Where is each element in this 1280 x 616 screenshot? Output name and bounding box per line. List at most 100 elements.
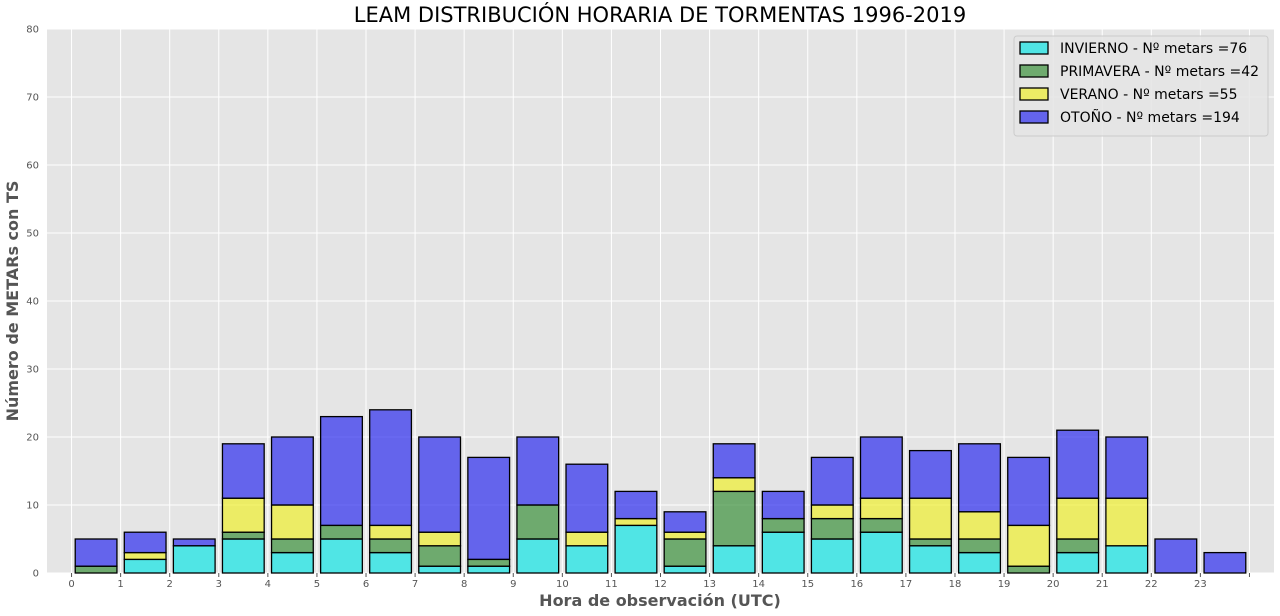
bar-segment — [958, 511, 1002, 540]
bar-segment — [369, 538, 413, 554]
bar-segment — [859, 531, 903, 574]
bar-segment — [908, 449, 952, 499]
x-tick-label: 0 — [68, 579, 74, 590]
bar-segment — [319, 524, 363, 540]
x-tick-label: 13 — [703, 579, 716, 590]
bar-segment — [663, 511, 707, 533]
bar-segment — [369, 524, 413, 540]
bar-segment — [663, 538, 707, 567]
bar-segment — [712, 490, 756, 547]
bar-segment — [810, 456, 854, 506]
x-tick-label: 7 — [412, 579, 418, 590]
x-tick-label: 12 — [654, 579, 667, 590]
chart-title: LEAM DISTRIBUCIÓN HORARIA DE TORMENTAS 1… — [354, 2, 966, 27]
y-axis-label: Número de METARs con TS — [3, 181, 22, 422]
bar-segment — [859, 436, 903, 499]
y-tick-label: 10 — [26, 501, 39, 512]
bar-segment — [319, 538, 363, 574]
bar-segment — [270, 436, 314, 506]
bar-segment — [221, 443, 265, 499]
legend-swatch — [1019, 41, 1049, 55]
legend-box — [1013, 35, 1269, 137]
x-tick-label: 19 — [998, 579, 1011, 590]
bar-segment — [123, 558, 167, 574]
bar-segment — [761, 490, 805, 520]
bar-segment — [810, 538, 854, 574]
bars-group — [74, 409, 1247, 574]
x-tick-label: 16 — [850, 579, 863, 590]
bar-segment — [1007, 524, 1051, 567]
x-tick-label: 4 — [265, 579, 271, 590]
y-tick-label: 0 — [33, 569, 39, 580]
bar-segment — [1203, 551, 1247, 574]
bar-segment — [1105, 497, 1149, 547]
x-tick-label: 21 — [1096, 579, 1109, 590]
x-tick-label: 10 — [556, 579, 569, 590]
bar-segment — [418, 565, 462, 574]
bar-segment — [270, 504, 314, 540]
bar-segment — [958, 443, 1002, 513]
x-tick-label: 17 — [900, 579, 913, 590]
bar-segment — [712, 477, 756, 493]
bar-segment — [663, 531, 707, 540]
bar-segment — [712, 443, 756, 479]
bar-segment — [221, 538, 265, 574]
bar-segment — [418, 545, 462, 567]
x-axis-ticks: 0 1 2 3 4 5 6 7 8 9 10 11 12 13 14 15 16 17 18 19 20 21 22 23 — [68, 573, 1250, 590]
bar-segment — [270, 551, 314, 574]
legend: INVIERNO - Nº metars =76 PRIMAVERA - Nº m… — [1013, 35, 1269, 137]
legend-label: VERANO - Nº metars =55 — [1060, 87, 1238, 103]
bar-segment — [761, 517, 805, 533]
bar-segment — [908, 497, 952, 540]
bar-segment — [859, 497, 903, 520]
bar-segment — [369, 409, 413, 527]
bar-segment — [1007, 456, 1051, 527]
x-tick-label: 23 — [1194, 579, 1207, 590]
bar-segment — [1056, 497, 1100, 540]
bar-segment — [565, 531, 609, 547]
bar-segment — [614, 524, 658, 574]
y-tick-label: 50 — [26, 229, 39, 240]
x-tick-label: 1 — [117, 579, 123, 590]
bar-segment — [270, 538, 314, 554]
bar-segment — [467, 558, 511, 567]
bar-segment — [172, 538, 216, 547]
bar-segment — [859, 517, 903, 533]
bar-segment — [418, 436, 462, 533]
x-tick-label: 6 — [363, 579, 369, 590]
x-tick-label: 8 — [461, 579, 467, 590]
bar-segment — [1056, 538, 1100, 554]
legend-swatch — [1019, 64, 1049, 78]
y-axis-ticks: 0 10 20 30 40 50 60 70 80 — [26, 25, 39, 580]
bar-segment — [467, 456, 511, 561]
x-tick-label: 2 — [167, 579, 173, 590]
bar-segment — [565, 463, 609, 533]
y-tick-label: 20 — [26, 433, 39, 444]
bar-segment — [908, 545, 952, 574]
bar-segment — [712, 545, 756, 574]
bar-segment — [516, 538, 560, 574]
bar-segment — [516, 504, 560, 540]
bar-segment — [1056, 429, 1100, 499]
bar-segment — [319, 415, 363, 527]
bar-segment — [614, 517, 658, 527]
legend-label: PRIMAVERA - Nº metars =42 — [1060, 64, 1259, 80]
bar-segment — [74, 538, 118, 567]
bar-segment — [221, 497, 265, 533]
x-axis-label: Hora de observación (UTC) — [539, 591, 781, 610]
bar-segment — [123, 551, 167, 561]
bar-segment — [467, 565, 511, 574]
bar-segment — [663, 565, 707, 574]
bar-segment — [565, 545, 609, 574]
y-tick-label: 70 — [26, 93, 39, 104]
bar-segment — [958, 538, 1002, 554]
y-tick-label: 80 — [26, 25, 39, 36]
x-tick-label: 15 — [801, 579, 814, 590]
x-tick-label: 11 — [605, 579, 618, 590]
bar-segment — [761, 531, 805, 574]
x-tick-label: 5 — [314, 579, 320, 590]
legend-label: OTOÑO - Nº metars =194 — [1060, 109, 1240, 126]
bar-segment — [810, 517, 854, 540]
bar-segment — [614, 490, 658, 520]
